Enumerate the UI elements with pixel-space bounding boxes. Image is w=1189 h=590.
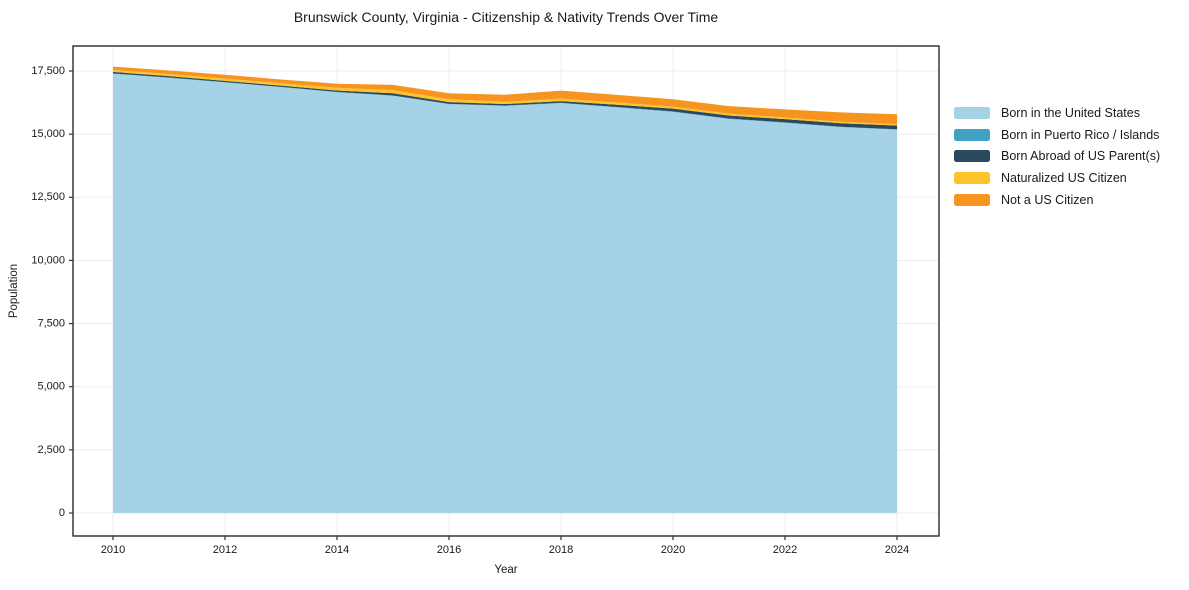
x-tick-label: 2016 <box>437 544 461 556</box>
y-tick-label: 12,500 <box>31 191 65 203</box>
legend-label: Born Abroad of US Parent(s) <box>1001 149 1161 164</box>
y-tick-label: 7,500 <box>37 317 65 329</box>
area-born-abroad <box>113 71 897 130</box>
legend-item-born-us: Born in the United States <box>954 102 1160 124</box>
x-tick-label: 2018 <box>549 544 573 556</box>
legend-item-naturalized: Naturalized US Citizen <box>954 167 1160 189</box>
x-tick-label: 2020 <box>661 544 685 556</box>
y-tick-label: 2,500 <box>37 444 65 456</box>
plot-border <box>72 45 940 537</box>
x-tick-label: 2012 <box>213 544 237 556</box>
legend-swatch-born-us <box>954 106 990 119</box>
y-tick-label: 10,000 <box>31 254 65 266</box>
legend-item-born-abroad: Born Abroad of US Parent(s) <box>954 145 1160 167</box>
legend-swatch-not-citizen <box>954 193 990 206</box>
legend-label: Born in the United States <box>1001 105 1140 120</box>
legend-item-not-citizen: Not a US Citizen <box>954 189 1160 211</box>
area-naturalized <box>113 69 897 126</box>
legend-item-puerto-rico: Born in Puerto Rico / Islands <box>954 124 1160 146</box>
x-tick-label: 2010 <box>101 544 125 556</box>
axis-ticks: 0 2,500 5,000 7,500 10,000 12,500 15,000 17,500… <box>31 65 909 556</box>
legend-label: Born in Puerto Rico / Islands <box>1001 127 1160 142</box>
legend-label: Not a US Citizen <box>1001 192 1094 207</box>
area-born-us <box>113 73 897 513</box>
legend-swatch-naturalized <box>954 171 990 184</box>
stacked-areas <box>113 66 897 513</box>
y-tick-label: 15,000 <box>31 128 65 140</box>
chart-title: Brunswick County, Virginia - Citizenship… <box>293 9 719 25</box>
legend: Born in the United States Born in Puerto … <box>954 102 1160 210</box>
y-tick-label: 17,500 <box>31 65 65 77</box>
legend-swatch-puerto-rico <box>954 128 990 141</box>
y-tick-label: 0 <box>59 507 65 519</box>
x-tick-label: 2024 <box>885 544 909 556</box>
area-not-citizen <box>113 66 897 125</box>
y-tick-label: 5,000 <box>37 381 65 393</box>
legend-swatch-born-abroad <box>954 150 990 163</box>
legend-label: Naturalized US Citizen <box>1001 170 1127 185</box>
x-tick-label: 2022 <box>773 544 797 556</box>
x-axis-label: Year <box>494 564 518 576</box>
x-tick-label: 2014 <box>325 544 349 556</box>
